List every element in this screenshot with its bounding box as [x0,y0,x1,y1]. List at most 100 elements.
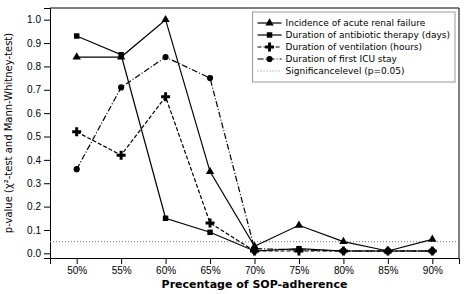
y-tick: 0.5 [27,131,50,142]
y-tick: 0.1 [27,225,50,236]
y-axis-line [44,9,51,259]
y-tick-mark [44,43,50,44]
series-marker [72,127,81,136]
legend-marker [266,56,272,62]
x-axis-title: Precentage of SOP-adherence [162,278,348,291]
legend-entry: Significancelevel (p=0.05) [258,66,405,76]
legend-marker [265,18,273,25]
x-tick-label: 75% [289,265,309,276]
y-tick: 0.9 [27,38,50,49]
x-tick-label: 65% [201,265,221,276]
y-tick: 1.0 [27,14,50,25]
legend-label: Duration of ventilation (hours) [286,42,423,52]
series-marker [250,246,259,255]
series-marker [118,84,124,90]
x-tick-label: 55% [112,265,132,276]
y-tick: 0.3 [27,178,50,189]
legend: Incidence of acute renal failure Duration… [253,12,455,82]
x-tick-label: 80% [334,265,354,276]
series-marker [162,54,168,60]
x-tick-mark [432,258,433,264]
y-tick-mark [44,253,50,254]
y-tick: 0.7 [27,84,50,95]
series-marker [74,33,79,38]
series-marker [385,248,391,254]
x-tick: 75% [289,258,309,276]
y-tick-label: 0.9 [27,38,41,49]
series-marker [161,15,169,22]
y-tick-mark [44,20,50,21]
series-marker [341,248,346,253]
series-marker [339,237,347,244]
series-marker [74,166,80,172]
series-marker [117,151,126,160]
y-tick: 0.8 [27,61,50,72]
legend-label: Duration of first ICU stay [286,54,398,64]
y-tick: 0.4 [27,155,50,166]
x-tick-mark [166,258,167,264]
series-marker [428,235,436,242]
y-tick-label: 0.3 [27,178,41,189]
y-tick-mark [44,160,50,161]
y-tick-label: 0.0 [27,248,41,259]
legend-entry: Duration of ventilation (hours) [258,42,423,52]
y-tick: 0.6 [27,108,50,119]
legend-entry: Duration of antibiotic therapy (days) [258,30,450,40]
series-marker [430,248,435,253]
x-tick-label: 90% [423,265,443,276]
x-tick-label: 50% [67,265,87,276]
y-tick-mark [44,137,50,138]
x-tick: 80% [334,258,354,276]
legend-entry: Incidence of acute renal failure [258,18,426,28]
series-marker [207,230,212,235]
y-tick-label: 0.7 [27,84,41,95]
x-axis: 50% 55% 60% 65% 70% 75% 80% 85% 90% [51,258,460,276]
x-tick: 70% [245,258,265,276]
series-marker [385,248,390,253]
x-tick: 85% [378,258,398,276]
y-tick-label: 1.0 [27,14,41,25]
y-axis-title: p-value (χ²-test and Mann-Whitney-test) [3,33,14,233]
series-marker [207,75,213,81]
x-tick-label: 85% [378,265,398,276]
y-tick: 0.2 [27,201,50,212]
x-tick-mark [299,258,300,264]
x-axis-line [51,259,460,265]
x-tick-mark [388,258,389,264]
x-tick: 90% [423,258,443,276]
series-line [77,57,433,251]
frame-top [50,8,459,9]
legend-label: Duration of antibiotic therapy (days) [286,30,450,40]
x-tick: 50% [67,258,87,276]
y-tick-label: 0.5 [27,131,41,142]
y-tick-label: 0.8 [27,61,41,72]
series-marker [206,218,215,227]
y-tick-mark [44,207,50,208]
y-axis: 0.0 0.1 0.2 0.3 0.4 0.5 0.6 0.7 0.8 0.9 1.0 [27,9,50,260]
x-tick-label: 70% [245,265,265,276]
x-tick-mark [77,258,78,264]
x-tick: 55% [112,258,132,276]
legend-label: Incidence of acute renal failure [286,18,426,28]
y-tick-label: 0.4 [27,155,41,166]
x-tick: 60% [156,258,176,276]
series-marker [296,247,302,253]
legend-label: Significancelevel (p=0.05) [286,66,405,76]
x-tick: 65% [201,258,221,276]
y-tick-label: 0.2 [27,201,41,212]
frame-right [459,8,460,258]
x-tick-mark [210,258,211,264]
series-marker [340,248,346,254]
legend-marker [265,43,274,52]
series-marker [251,246,257,252]
y-tick-mark [44,66,50,67]
legend-entry: Duration of first ICU stay [258,54,398,64]
series-marker [295,220,303,227]
series-marker [294,246,303,255]
chart: 50%55%60%65%70%75%80%85%90%0.00.10.20.30… [0,0,469,294]
y-tick-label: 0.6 [27,108,41,119]
series-marker [206,167,214,174]
series-marker [73,52,81,59]
x-tick-label: 60% [156,265,176,276]
series-line [77,97,433,251]
